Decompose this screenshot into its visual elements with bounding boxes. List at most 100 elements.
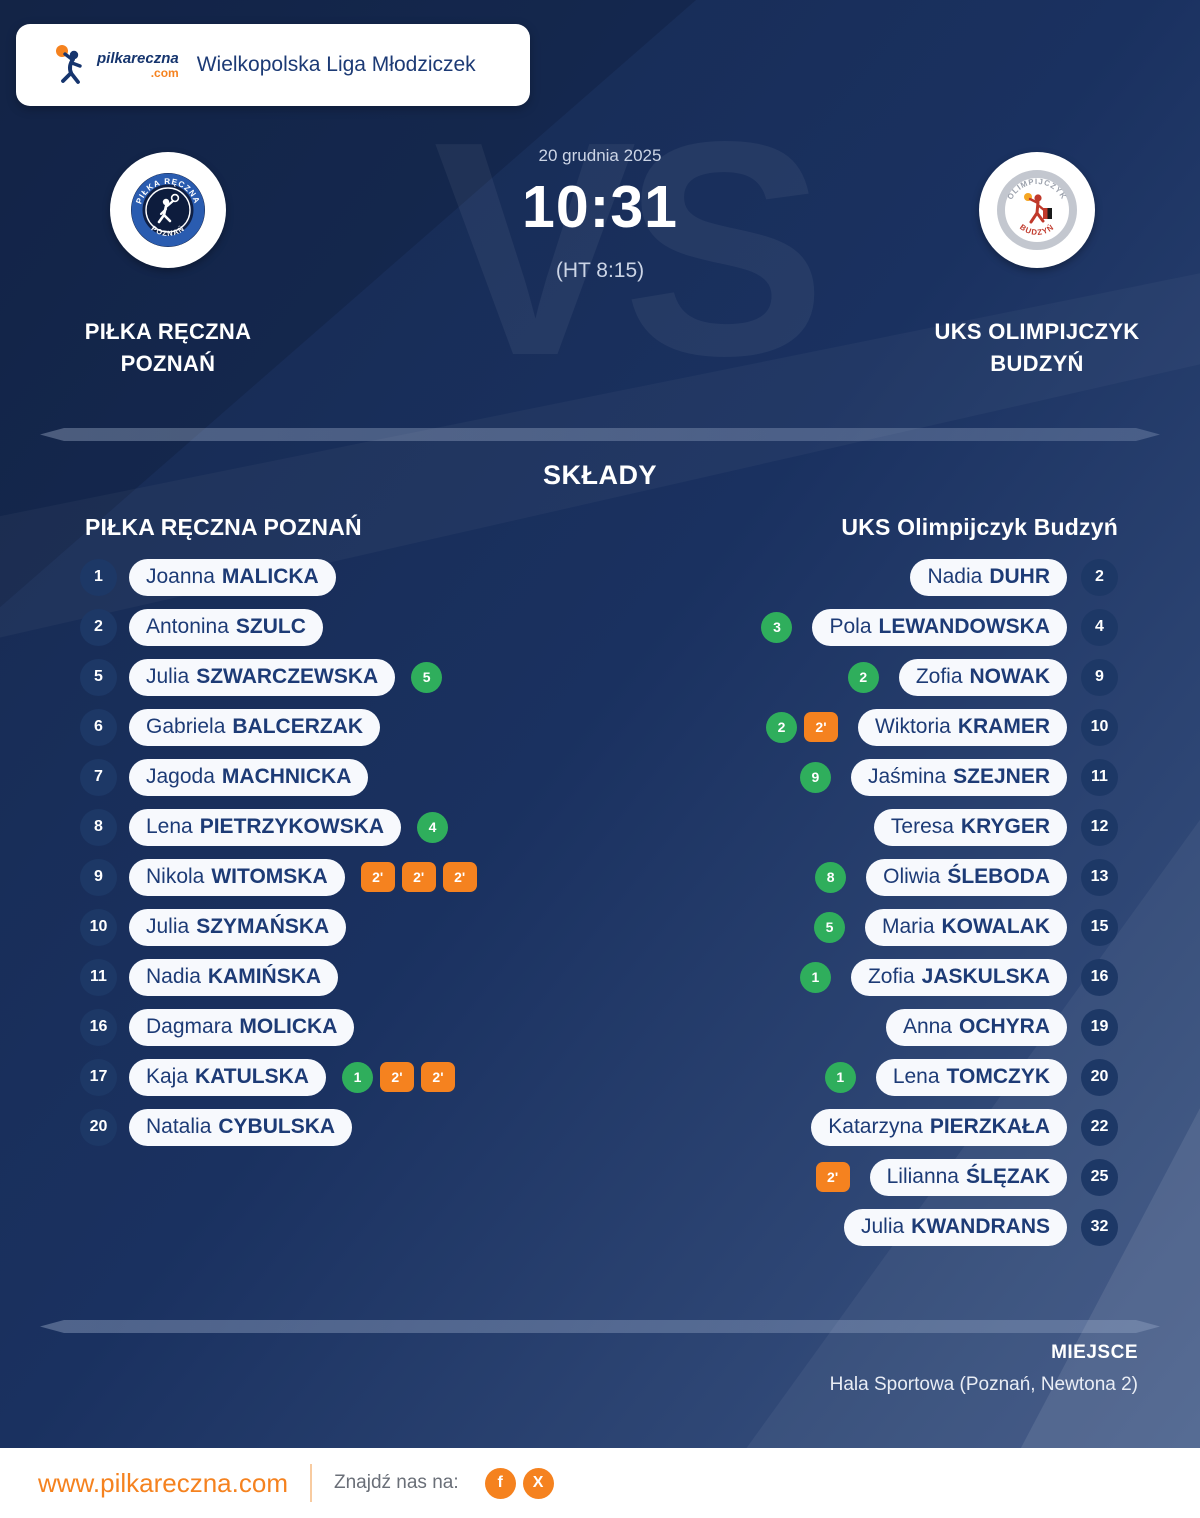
player-row: 2 Antonina SZULC <box>80 602 477 652</box>
player-badges: 1 <box>799 961 831 993</box>
facebook-icon[interactable]: f <box>484 1467 516 1499</box>
player-first-name: Joanna <box>146 565 215 588</box>
goals-badge: 1 <box>824 1061 856 1093</box>
player-number: 20 <box>80 1108 117 1146</box>
player-name-pill: Nadia DUHR <box>910 558 1067 596</box>
player-number: 32 <box>1081 1208 1118 1246</box>
penalty-badge: 2' <box>401 862 436 892</box>
player-last-name: LEWANDOWSKA <box>878 615 1051 638</box>
player-number: 11 <box>1081 758 1118 796</box>
player-name-pill: Maria KOWALAK <box>864 908 1067 946</box>
player-row: Julia KWANDRANS 32 <box>761 1202 1118 1252</box>
away-team-name-line1: UKS OLIMPIJCZYK <box>934 319 1140 344</box>
vs-watermark: VS <box>433 78 826 419</box>
section-divider <box>40 1320 1160 1333</box>
player-row: 5 Julia SZWARCZEWSKA 5 <box>80 652 477 702</box>
player-last-name: SZEJNER <box>953 765 1050 788</box>
website-link[interactable]: www.pilkareczna.com <box>38 1467 288 1498</box>
player-last-name: KOWALAK <box>941 915 1051 938</box>
away-roster: Nadia DUHR 2 3 Pola LEWANDOWSKA 4 2 Zofia NOWAK 9 2… <box>761 552 1118 1252</box>
home-crest-arc-bottom: POZNAŃ <box>150 224 186 238</box>
player-first-name: Gabriela <box>146 715 226 738</box>
player-badges: 4 <box>417 811 449 843</box>
header-card: pilkareczna .com Wielkopolska Liga Młodz… <box>16 24 530 106</box>
player-number: 13 <box>1081 858 1118 896</box>
player-number: 15 <box>1081 908 1118 946</box>
player-name-pill: Oliwia ŚLEBODA <box>866 858 1067 896</box>
player-first-name: Lena <box>892 1065 940 1088</box>
player-last-name: PIETRZYKOWSKA <box>199 815 385 838</box>
player-name-pill: Natalia CYBULSKA <box>129 1108 353 1146</box>
penalty-badge: 2' <box>420 1062 455 1092</box>
goals-badge: 1 <box>799 961 831 993</box>
goals-badge: 4 <box>417 811 449 843</box>
player-first-name: Zofia <box>867 965 915 988</box>
player-number: 7 <box>80 758 117 796</box>
player-row: Katarzyna PIERZKAŁA 22 <box>761 1102 1118 1152</box>
player-name-pill: Lilianna ŚLĘZAK <box>869 1158 1067 1196</box>
player-name-pill: Antonina SZULC <box>129 608 323 646</box>
player-last-name: NOWAK <box>969 665 1051 688</box>
goals-badge: 1 <box>341 1061 373 1093</box>
venue-value: Hala Sportowa (Poznań, Newtona 2) <box>829 1374 1138 1395</box>
player-first-name: Zofia <box>915 665 963 688</box>
footer-bar: www.pilkareczna.com Znajdź nas na: f X <box>0 1448 1200 1518</box>
penalty-badge: 2' <box>803 712 838 742</box>
home-team-name-line2: POZNAŃ <box>120 350 216 376</box>
player-badges: 5 <box>813 911 845 943</box>
player-first-name: Antonina <box>146 615 229 638</box>
footer-divider <box>309 1464 312 1502</box>
player-name-pill: Lena TOMCZYK <box>875 1058 1067 1096</box>
player-first-name: Pola <box>829 615 872 638</box>
player-number: 17 <box>80 1058 117 1096</box>
player-first-name: Anna <box>902 1015 952 1038</box>
player-badges: 8 <box>815 861 847 893</box>
x-icon[interactable]: X <box>522 1467 554 1499</box>
home-roster: 1 Joanna MALICKA 2 Antonina SZULC 5 Julia SZWARC… <box>80 552 477 1152</box>
player-last-name: SZULC <box>235 615 306 638</box>
player-first-name: Julia <box>146 915 190 938</box>
player-last-name: BALCERZAK <box>232 715 364 738</box>
venue-block: MIEJSCE Hala Sportowa (Poznań, Newtona 2… <box>830 1342 1138 1396</box>
player-last-name: KATULSKA <box>195 1065 309 1088</box>
player-row: Nadia DUHR 2 <box>761 552 1118 602</box>
player-first-name: Jagoda <box>146 765 215 788</box>
player-name-pill: Katarzyna PIERZKAŁA <box>811 1108 1067 1146</box>
lineups-section-title: SKŁADY <box>542 460 657 490</box>
goals-badge: 2 <box>847 661 879 693</box>
away-roster-header: UKS Olimpijczyk Budzyń <box>841 514 1118 540</box>
player-number: 10 <box>1081 708 1118 746</box>
player-row: 17 Kaja KATULSKA 1 2' 2' <box>80 1052 477 1102</box>
player-row: 6 Gabriela BALCERZAK <box>80 702 477 752</box>
player-last-name: ŚLEBODA <box>947 865 1050 888</box>
player-row: 2 Zofia NOWAK 9 <box>761 652 1118 702</box>
player-first-name: Nikola <box>146 865 205 888</box>
match-info: 20 grudnia 2025 10:31 (HT 8:15) <box>0 146 1200 283</box>
player-row: 10 Julia SZYMAŃSKA <box>80 902 477 952</box>
player-number: 12 <box>1081 808 1118 846</box>
penalty-badge: 2' <box>379 1062 414 1092</box>
player-name-pill: Wiktoria KRAMER <box>857 708 1067 746</box>
player-number: 9 <box>1081 658 1118 696</box>
player-number: 20 <box>1081 1058 1118 1096</box>
player-last-name: SZYMAŃSKA <box>196 915 330 938</box>
brand-name: pilkareczna <box>97 50 179 67</box>
player-row: 3 Pola LEWANDOWSKA 4 <box>761 602 1118 652</box>
player-first-name: Lilianna <box>886 1165 959 1188</box>
player-number: 25 <box>1081 1158 1118 1196</box>
player-name-pill: Jagoda MACHNICKA <box>129 758 369 796</box>
player-first-name: Lena <box>146 815 193 838</box>
svg-text:BUDZYŃ: BUDZYŃ <box>1018 222 1056 237</box>
find-us-label: Znajdź nas na: <box>333 1472 459 1493</box>
player-row: 16 Dagmara MOLICKA <box>80 1002 477 1052</box>
player-first-name: Nadia <box>146 965 201 988</box>
match-date: 20 grudnia 2025 <box>538 146 662 165</box>
handball-player-icon <box>56 45 82 84</box>
player-name-pill: Dagmara MOLICKA <box>129 1008 355 1046</box>
player-number: 2 <box>80 608 117 646</box>
venue-label: MIEJSCE <box>1051 1342 1138 1363</box>
player-badges: 2' <box>815 1162 850 1192</box>
player-first-name: Dagmara <box>146 1015 233 1038</box>
home-team-crest: PIŁKA RĘCZNA POZNAŃ <box>131 173 205 247</box>
